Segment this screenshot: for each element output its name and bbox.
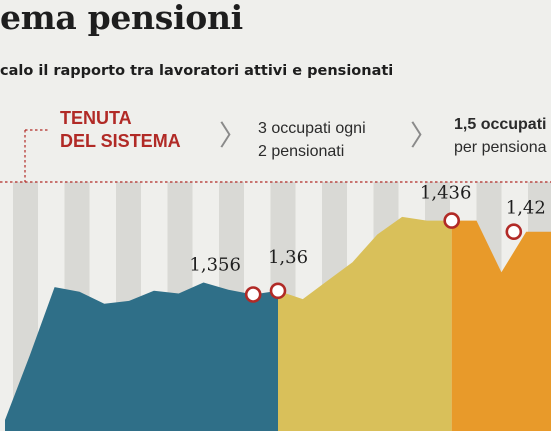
section-label: TENUTA DEL SISTEMA [60,107,181,153]
data-label: 1,436 [420,183,472,204]
area-segment-teal [5,282,278,431]
chart-subtitle: calo il rapporto tra lavoratori attivi e… [0,63,394,79]
chevron-right-icon: 〉 [219,119,248,152]
phase1-line1: 3 occupati ogni [258,120,366,137]
area-series [5,216,551,431]
phase-label-1: 3 occupati ogni 2 pensionati [258,117,366,163]
data-label: 1,36 [268,247,308,268]
phase-label-2: 1,5 occupati per pensiona [454,113,547,159]
data-marker [269,282,287,300]
data-label: 1,356 [189,255,241,276]
phase2-line1: 1,5 occupati [454,116,547,133]
section-label-line2: DEL SISTEMA [60,131,181,151]
section-label-line1: TENUTA [60,108,132,128]
data-marker [244,286,262,303]
annotation-markers: 1,356 1,36 1,436 1,42 [189,183,546,303]
chart-title: ema pensioni [0,0,243,37]
phase2-line2: per pensiona [454,139,547,156]
data-marker [505,223,523,240]
area-segment-orange [451,220,551,431]
data-label: 1,42 [506,198,546,219]
area-segment-mustard [278,216,452,431]
chevron-right-icon: 〉 [410,119,439,152]
section-bracket [0,129,551,183]
phase1-line2: 2 pensionati [258,143,345,160]
data-marker [443,212,461,229]
